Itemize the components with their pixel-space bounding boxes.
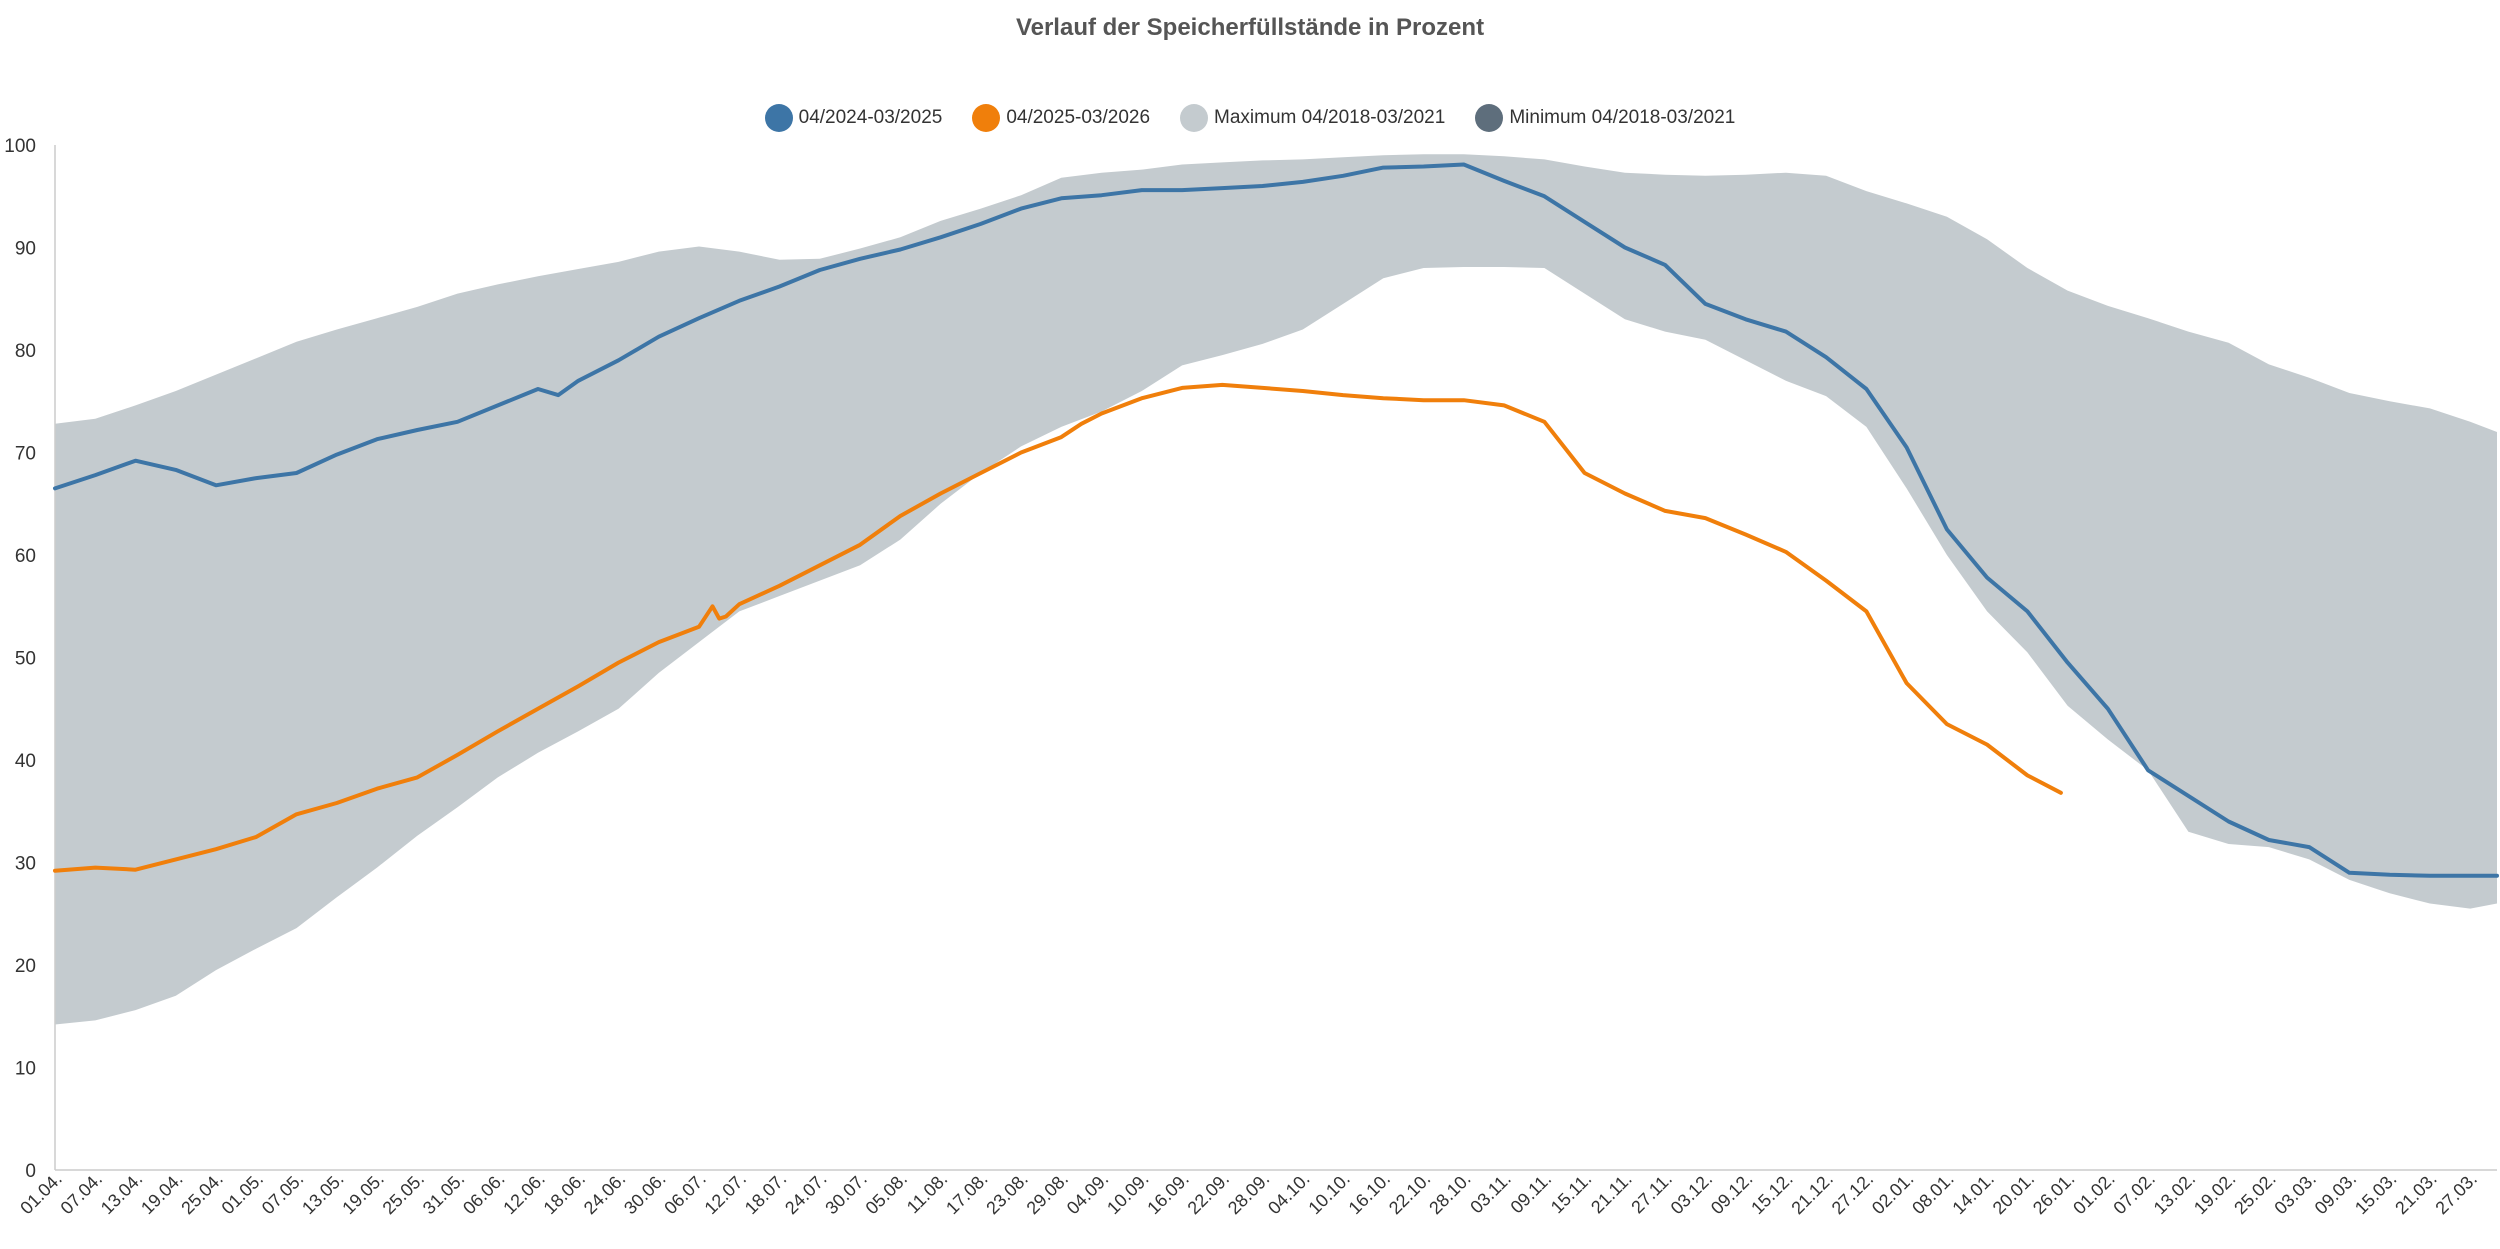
x-tick-label: 15.11. <box>1547 1169 1596 1218</box>
y-tick-label: 30 <box>15 854 36 875</box>
x-tick-label: 07.05. <box>258 1169 308 1219</box>
y-tick-label: 20 <box>15 956 36 977</box>
x-tick-label: 19.04. <box>137 1169 187 1219</box>
x-tick-label: 25.04. <box>177 1169 227 1219</box>
x-tick-label: 13.05. <box>298 1169 348 1219</box>
x-tick-label: 14.01. <box>1948 1169 1998 1219</box>
x-tick-label: 24.06. <box>580 1169 630 1219</box>
x-tick-label: 19.02. <box>2190 1169 2240 1219</box>
x-tick-label: 19.05. <box>338 1169 388 1219</box>
x-tick-label: 21.12. <box>1787 1169 1837 1219</box>
x-tick-label: 09.03. <box>2311 1169 2361 1219</box>
x-tick-label: 05.08. <box>862 1169 912 1219</box>
y-tick-label: 40 <box>15 751 36 772</box>
y-tick-label: 60 <box>15 546 36 567</box>
legend-item-maximum[interactable]: Maximum 04/2018-03/2021 <box>1180 104 1445 132</box>
x-tick-label: 22.10. <box>1385 1169 1435 1219</box>
x-tick-label: 23.08. <box>982 1169 1032 1219</box>
x-tick-label: 27.12. <box>1828 1169 1878 1219</box>
y-tick-label: 0 <box>25 1161 36 1182</box>
x-tick-label: 01.04. <box>16 1169 66 1219</box>
x-tick-label: 06.06. <box>459 1169 509 1219</box>
x-tick-label: 03.03. <box>2270 1169 2320 1219</box>
x-tick-label: 13.02. <box>2150 1169 2200 1219</box>
x-tick-label: 16.10. <box>1345 1169 1395 1219</box>
series-line-2024-2025 <box>53 162 2499 878</box>
x-tick-label: 17.08. <box>942 1169 992 1219</box>
x-tick-label: 25.05. <box>379 1169 429 1219</box>
legend-marker-maximum <box>1180 104 1209 132</box>
legend-label-maximum: Maximum 04/2018-03/2021 <box>1214 107 1446 128</box>
x-tick-label: 30.07. <box>821 1169 871 1219</box>
x-tick-label: 21.03. <box>2391 1169 2441 1219</box>
x-tick-label: 04.09. <box>1063 1169 1113 1219</box>
legend-marker-2024-2025 <box>764 104 793 132</box>
x-tick-label: 06.07. <box>660 1169 710 1219</box>
x-tick-label: 18.06. <box>540 1169 590 1219</box>
x-tick-label: 22.09. <box>1184 1169 1234 1219</box>
x-tick-label: 24.07. <box>781 1169 831 1219</box>
x-tick-label: 10.09. <box>1103 1169 1153 1219</box>
legend-label-2024-2025: 04/2024-03/2025 <box>798 107 943 128</box>
y-tick-label: 10 <box>15 1059 36 1080</box>
x-tick-label: 01.02. <box>2069 1169 2119 1219</box>
x-tick-label: 25.02. <box>2230 1169 2280 1219</box>
x-tick-label: 13.04. <box>97 1169 147 1219</box>
y-tick-label: 50 <box>15 649 36 670</box>
legend-label-2025-2026: 04/2025-03/2026 <box>1006 107 1151 128</box>
x-tick-label: 21.11. <box>1587 1169 1636 1218</box>
x-tick-label: 15.12. <box>1747 1169 1797 1219</box>
x-tick-label: 15.03. <box>2351 1169 2401 1219</box>
legend-item-2024-2025[interactable]: 04/2024-03/2025 <box>764 104 943 132</box>
x-tick-label: 18.07. <box>741 1169 791 1219</box>
x-tick-label: 27.11. <box>1627 1169 1676 1218</box>
x-tick-label: 07.04. <box>57 1169 107 1219</box>
x-tick-label: 28.10. <box>1425 1169 1475 1219</box>
y-tick-label: 70 <box>15 444 36 465</box>
x-tick-label: 09.11. <box>1507 1169 1556 1218</box>
x-tick-label: 30.06. <box>620 1169 670 1219</box>
legend-marker-minimum <box>1475 104 1504 132</box>
x-tick-label: 20.01. <box>1989 1169 2039 1219</box>
x-tick-label: 29.08. <box>1023 1169 1073 1219</box>
y-tick-label: 80 <box>15 341 36 362</box>
x-tick-label: 04.10. <box>1264 1169 1314 1219</box>
x-tick-label: 27.03. <box>2431 1169 2481 1219</box>
x-tick-label: 11.08. <box>903 1169 952 1218</box>
x-tick-label: 03.12. <box>1667 1169 1717 1219</box>
legend-label-minimum: Minimum 04/2018-03/2021 <box>1509 107 1736 128</box>
x-tick-label: 02.01. <box>1868 1169 1918 1219</box>
x-tick-label: 09.12. <box>1707 1169 1757 1219</box>
range-band-max-min <box>55 154 2497 1025</box>
x-tick-label: 08.01. <box>1908 1169 1958 1219</box>
series-line-2025-2026 <box>53 382 2063 873</box>
x-tick-label: 03.11. <box>1466 1169 1515 1218</box>
y-tick-label: 100 <box>4 136 36 157</box>
x-tick-label: 16.09. <box>1143 1169 1193 1219</box>
chart-title: Verlauf der Speicherfüllstände in Prozen… <box>1015 14 1485 41</box>
y-tick-label: 90 <box>15 239 36 260</box>
x-tick-label: 12.07. <box>701 1169 751 1219</box>
x-tick-label: 10.10. <box>1304 1169 1354 1219</box>
legend-item-minimum[interactable]: Minimum 04/2018-03/2021 <box>1475 104 1735 132</box>
x-tick-label: 28.09. <box>1224 1169 1274 1219</box>
x-tick-label: 07.02. <box>2109 1169 2159 1219</box>
x-tick-label: 12.06. <box>499 1169 549 1219</box>
x-tick-label: 01.05. <box>218 1169 268 1219</box>
legend: 04/2024-03/2025 04/2025-03/2026 Maximum … <box>0 104 2500 132</box>
x-tick-label: 26.01. <box>2029 1169 2079 1219</box>
legend-marker-2025-2026 <box>972 104 1001 132</box>
legend-item-2025-2026[interactable]: 04/2025-03/2026 <box>972 104 1150 132</box>
x-tick-label: 31.05. <box>419 1169 469 1219</box>
